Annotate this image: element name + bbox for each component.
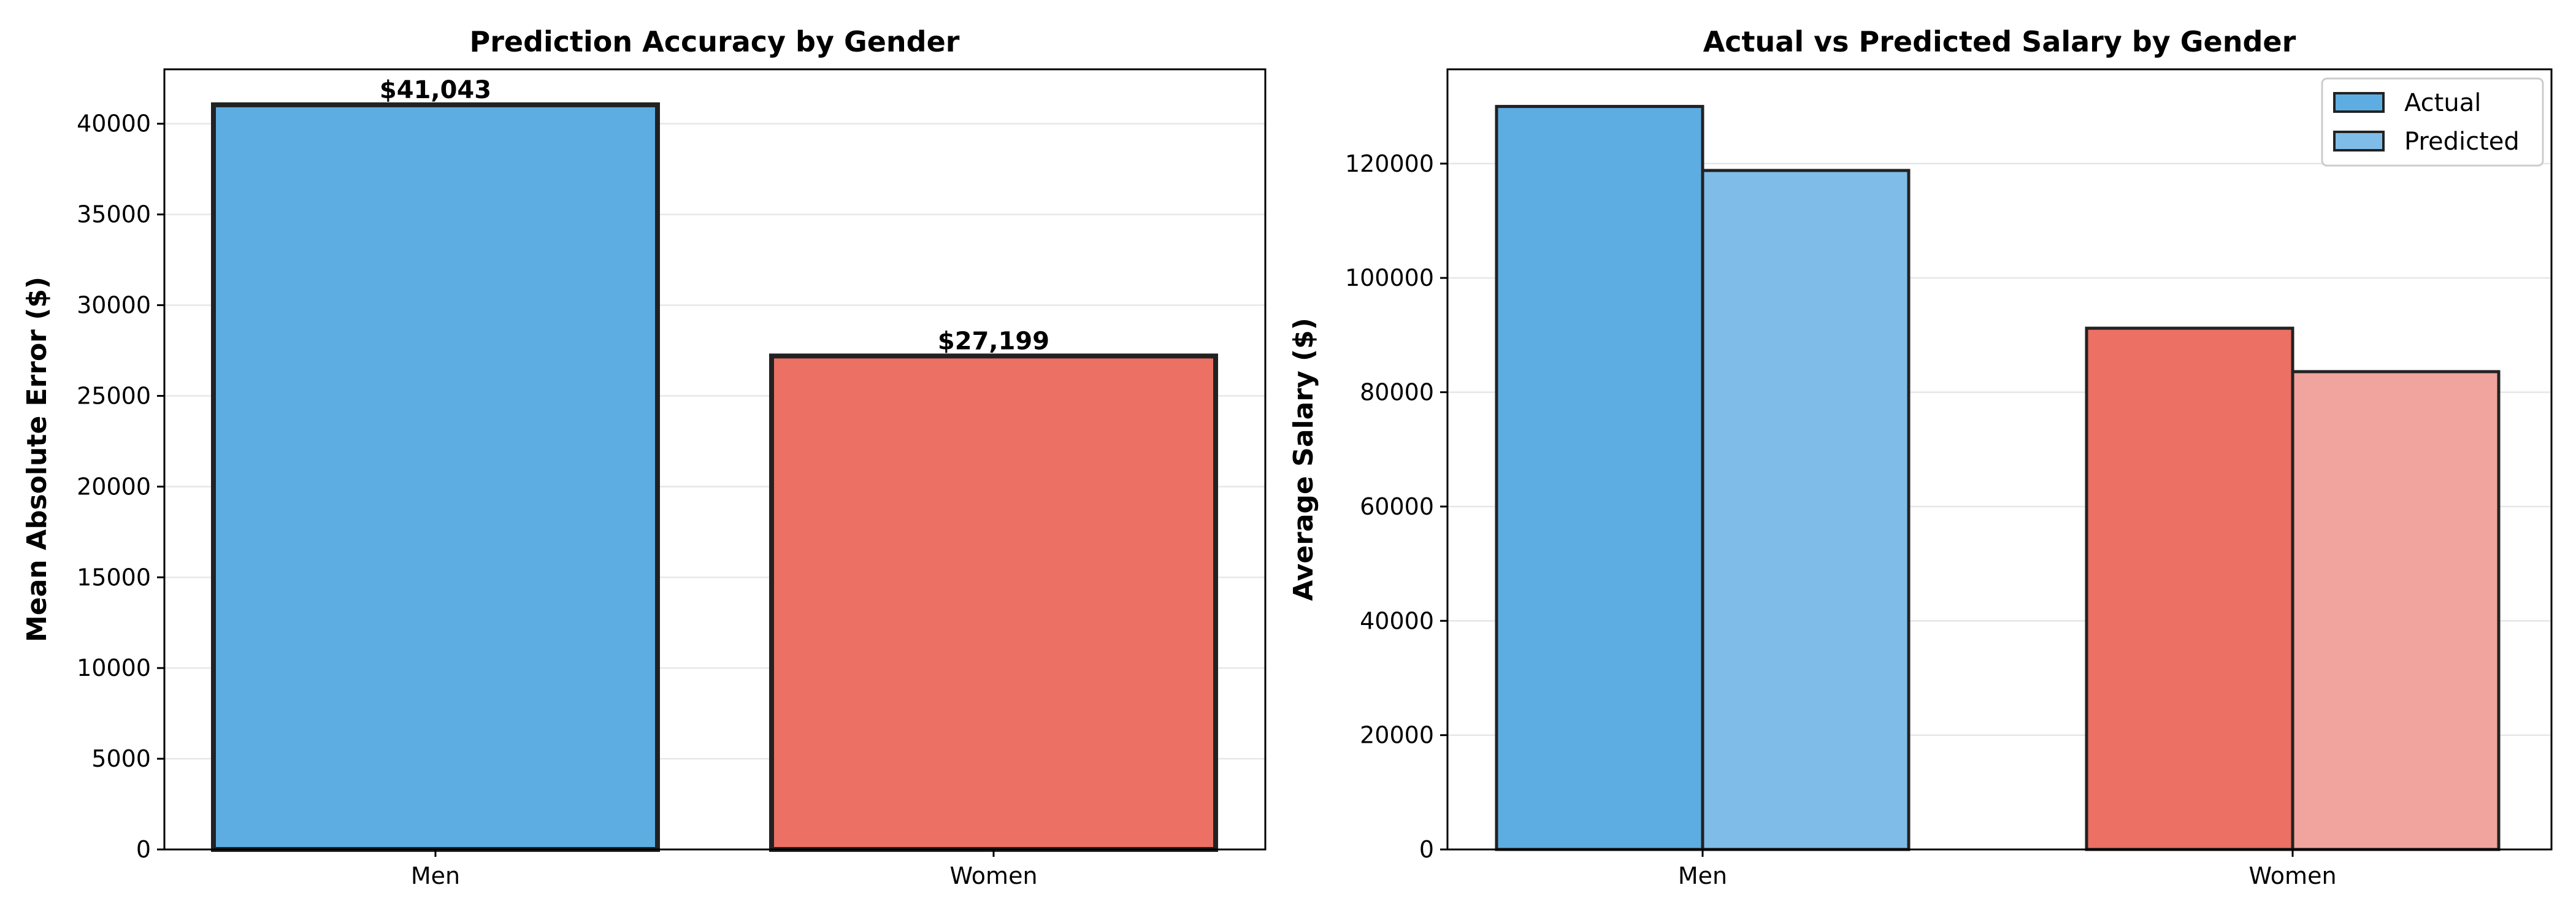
mae-y-tick-label: 15000 [77, 564, 151, 591]
mae-y-tick-label: 0 [136, 836, 151, 863]
salary-chart-panel: 0 20000 40000 60000 80000 100000 120000 Men Wome… [1288, 25, 2553, 889]
mae-y-tick-label: 20000 [77, 473, 151, 500]
mae-bar-women [769, 353, 1218, 852]
salary-y-tick-label: 40000 [1360, 607, 1434, 634]
mae-x-tick-label-men: Men [411, 862, 460, 889]
mae-y-tick-label: 5000 [91, 745, 151, 772]
mae-y-tick-label: 25000 [77, 382, 151, 409]
mae-plot-frame [163, 68, 1267, 851]
legend-swatch-predicted [2333, 131, 2385, 151]
salary-y-tick-label: 80000 [1360, 379, 1434, 406]
salary-plot-frame [1446, 68, 2553, 851]
legend-swatch-actual [2333, 92, 2385, 113]
mae-y-tick-label: 40000 [77, 110, 151, 137]
salary-bar-actual-men [1495, 105, 1704, 851]
salary-bar-actual-women [2085, 326, 2294, 851]
mae-y-tick-label: 30000 [77, 292, 151, 319]
salary-bar-predicted-women [2291, 370, 2501, 851]
mae-value-label-women: $27,199 [938, 327, 1049, 355]
salary-y-tick-label: 20000 [1360, 722, 1434, 749]
salary-y-axis-label: Average Salary ($) [1288, 318, 1319, 601]
mae-value-label-men: $41,043 [380, 76, 491, 104]
salary-y-tick-label: 120000 [1345, 150, 1434, 177]
legend-label-predicted: Predicted [2404, 128, 2520, 156]
mae-y-tick-label: 10000 [77, 654, 151, 681]
salary-y-tick-label: 0 [1419, 836, 1434, 863]
salary-x-tick-label-women: Women [2248, 862, 2336, 889]
salary-y-tick-label: 100000 [1345, 264, 1434, 291]
mae-x-tick-label-women: Women [949, 862, 1037, 889]
mae-y-axis-label: Mean Absolute Error ($) [21, 277, 53, 642]
salary-y-tick-label: 60000 [1360, 493, 1434, 520]
salary-legend: Actual Predicted [2321, 77, 2544, 167]
mae-bar-men [211, 102, 660, 853]
salary-chart-title: Actual vs Predicted Salary by Gender [1703, 25, 2296, 58]
legend-label-actual: Actual [2404, 89, 2481, 117]
mae-chart-title: Prediction Accuracy by Gender [469, 25, 959, 58]
mae-chart-panel: $41,043 $27,199 0 5000 10000 15000 20000 25000… [21, 25, 1267, 889]
mae-y-tick-label: 35000 [77, 201, 151, 228]
salary-bar-predicted-men [1701, 169, 1911, 851]
salary-x-tick-label-men: Men [1678, 862, 1727, 889]
